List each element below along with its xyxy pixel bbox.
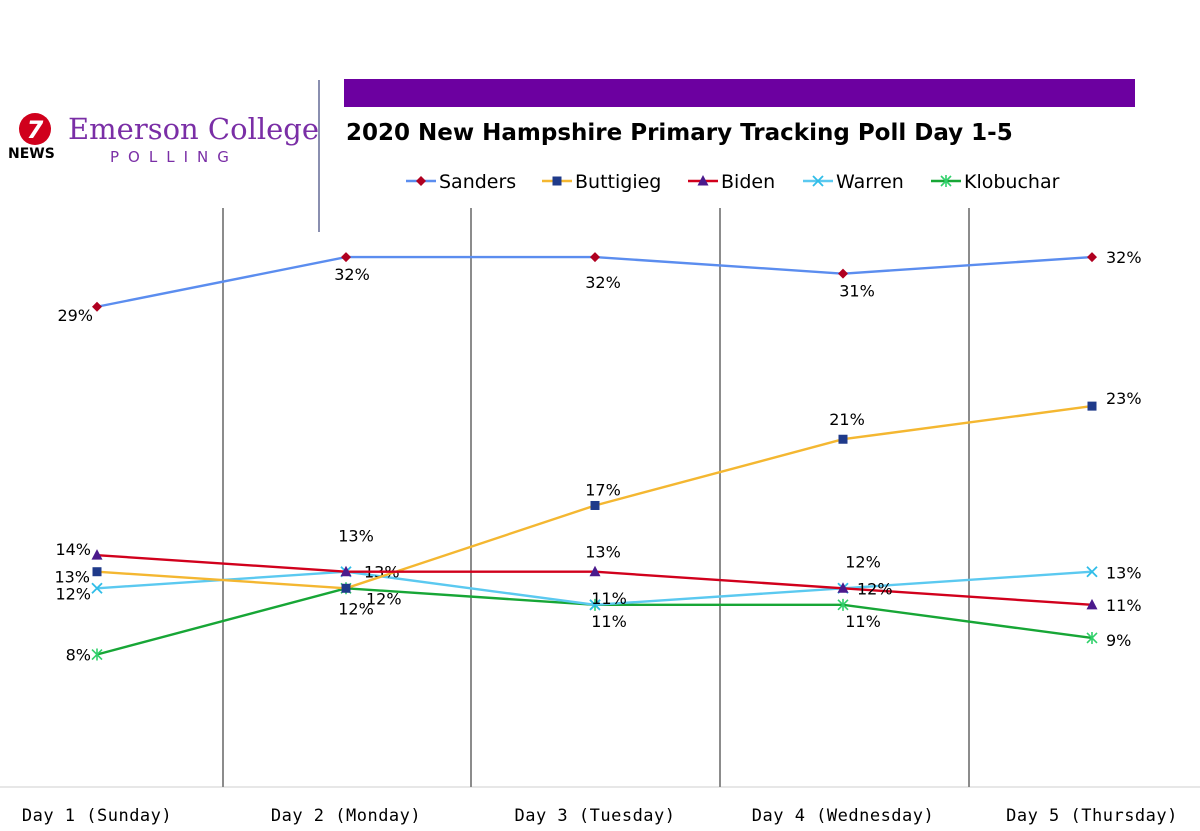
series-warren: 12%13%11%12%13% xyxy=(55,552,1142,611)
college-name: Emerson College xyxy=(68,112,319,146)
series-layer: 8%12%11% 11%9%29%32% 32% 31%32%12%13%11%12%… xyxy=(54,248,1141,664)
data-label: 32% xyxy=(1106,248,1142,267)
data-label: 31% xyxy=(839,282,875,301)
data-point-marker xyxy=(697,175,709,186)
legend-item-klobuchar: Klobuchar xyxy=(931,171,1060,193)
data-label: 13% xyxy=(338,527,374,546)
data-label: 12% xyxy=(845,552,881,571)
data-point-marker xyxy=(940,175,952,187)
data-label: 11% xyxy=(1106,596,1142,615)
data-point-marker xyxy=(92,301,102,312)
legend-item-warren: Warren xyxy=(803,171,904,193)
data-point-marker xyxy=(590,500,600,510)
data-label: 11% xyxy=(591,612,627,631)
data-point-marker xyxy=(91,648,103,661)
data-label: 12% xyxy=(366,589,402,608)
data-point-marker xyxy=(838,434,848,444)
data-point-marker xyxy=(590,252,600,263)
data-point-marker xyxy=(1086,598,1098,610)
x-axis-tick-labels: Day 1 (Sunday) Day 2 (Monday) Day 3 (Tuesd… xyxy=(22,806,1178,826)
title-banner xyxy=(344,79,1135,107)
data-point-marker xyxy=(91,582,103,594)
data-label: 12% xyxy=(857,579,893,598)
legend-item-biden: Biden xyxy=(688,171,775,193)
x-tick-label: Day 4 (Wednesday) xyxy=(752,806,935,826)
data-label: 13% xyxy=(585,543,621,562)
data-label: 12% xyxy=(55,584,91,603)
data-point-marker xyxy=(1086,566,1098,578)
data-label: 14% xyxy=(55,540,91,559)
data-point-marker xyxy=(416,176,426,186)
data-point-marker xyxy=(552,176,562,186)
data-point-marker xyxy=(837,598,849,611)
data-label: 23% xyxy=(1106,389,1142,408)
data-label: 32% xyxy=(585,273,621,292)
data-label: 13% xyxy=(1106,564,1142,583)
legend-item-sanders: Sanders xyxy=(406,171,516,193)
data-label: 12% xyxy=(338,599,374,618)
chart-title: 2020 New Hampshire Primary Tracking Poll… xyxy=(346,120,1013,146)
data-point-marker xyxy=(1087,252,1097,263)
x-tick-label: Day 1 (Sunday) xyxy=(22,806,172,826)
data-label: 29% xyxy=(57,306,93,325)
data-point-marker xyxy=(91,549,103,560)
x-tick-label: Day 5 (Thursday) xyxy=(1006,806,1178,826)
polling-label: POLLING xyxy=(110,148,238,166)
data-point-marker xyxy=(1086,631,1098,644)
channel-7-logo-icon xyxy=(19,113,51,145)
legend-label: Sanders xyxy=(439,171,516,193)
data-point-marker xyxy=(589,565,601,577)
data-label: 8% xyxy=(66,646,91,665)
data-point-marker xyxy=(837,582,849,593)
data-label: 21% xyxy=(829,410,865,429)
data-point-marker xyxy=(812,175,824,187)
x-tick-label: Day 2 (Monday) xyxy=(271,806,421,826)
data-point-marker xyxy=(341,583,351,593)
series-buttigieg: 13%12%17%21%23% xyxy=(54,389,1141,618)
legend-label: Buttigieg xyxy=(575,171,661,193)
data-label: 13% xyxy=(54,568,90,587)
legend-item-buttigieg: Buttigieg xyxy=(542,171,661,193)
data-label: 11% xyxy=(845,612,881,631)
x-tick-label: Day 3 (Tuesday) xyxy=(514,806,675,826)
legend-label: Warren xyxy=(836,171,904,193)
data-point-marker xyxy=(589,599,601,611)
data-label: 32% xyxy=(334,265,370,284)
data-point-marker xyxy=(340,565,352,577)
data-label: 9% xyxy=(1106,631,1131,650)
data-point-marker xyxy=(92,567,102,577)
data-label: 11% xyxy=(591,589,627,608)
series-sanders: 29% 32% 32% 31% 32% xyxy=(57,248,1141,325)
data-point-marker xyxy=(341,252,351,263)
legend-label: Klobuchar xyxy=(964,171,1060,193)
logo-news: NEWS xyxy=(8,146,55,162)
branding: 7 NEWS Emerson College POLLING xyxy=(8,80,320,232)
legend-label: Biden xyxy=(721,171,775,193)
logo-number: 7 xyxy=(27,116,44,144)
legend: Sanders Buttigieg Biden Warren Klobuchar xyxy=(406,171,1060,193)
data-point-marker xyxy=(838,268,848,279)
data-label: 17% xyxy=(585,480,621,499)
data-point-marker xyxy=(1087,401,1097,411)
series-biden: 14%13%13%12%11% xyxy=(55,527,1141,615)
vertical-gridlines xyxy=(222,208,970,787)
